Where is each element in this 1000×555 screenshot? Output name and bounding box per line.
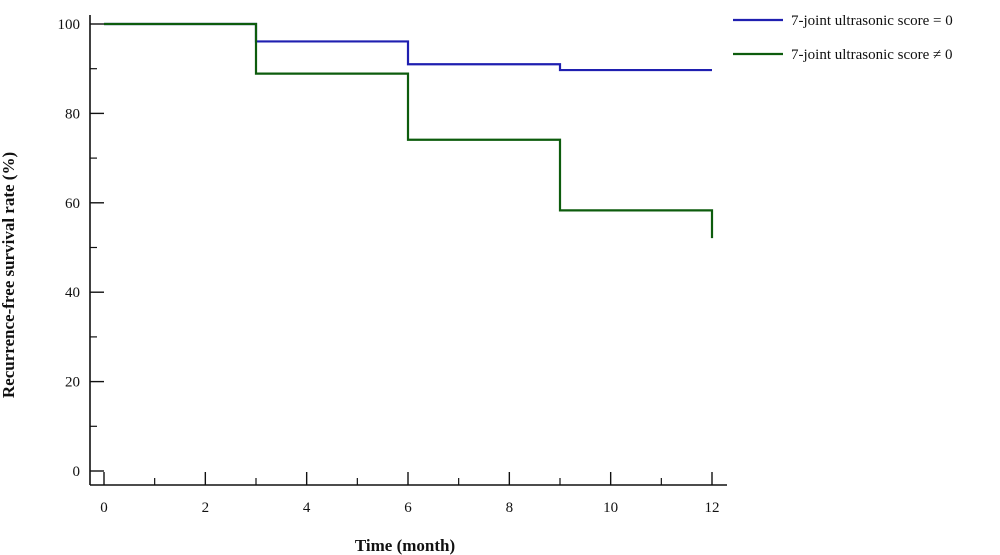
legend-label-2: 7-joint ultrasonic score ≠ 0 — [791, 47, 953, 63]
y-tick-label: 100 — [58, 17, 81, 33]
series-layer — [104, 22, 714, 239]
x-tick-label: 4 — [303, 500, 311, 516]
y-axis-title: Recurrence-free survival rate (%) — [0, 152, 18, 398]
legend: 7-joint ultrasonic score = 0 7-joint ultr… — [733, 13, 953, 63]
axes: 0 20 40 60 80 100 0 2 4 6 8 10 12 — [58, 15, 727, 516]
x-tick-label: 2 — [202, 500, 210, 516]
x-tick-label: 6 — [404, 500, 412, 516]
x-tick-label: 10 — [603, 500, 618, 516]
x-tick-label: 12 — [705, 500, 720, 516]
x-axis-title: Time (month) — [355, 536, 455, 555]
y-tick-label: 60 — [65, 196, 80, 212]
y-tick-label: 40 — [65, 285, 80, 301]
y-tick-label: 0 — [73, 464, 81, 480]
y-tick-label: 20 — [65, 375, 80, 391]
y-tick-label: 80 — [65, 106, 80, 122]
series-line-2 — [104, 22, 714, 239]
x-tick-label: 8 — [506, 500, 514, 516]
x-tick-label: 0 — [100, 500, 108, 516]
series-line-1 — [104, 22, 712, 72]
legend-label-1: 7-joint ultrasonic score = 0 — [791, 13, 953, 29]
